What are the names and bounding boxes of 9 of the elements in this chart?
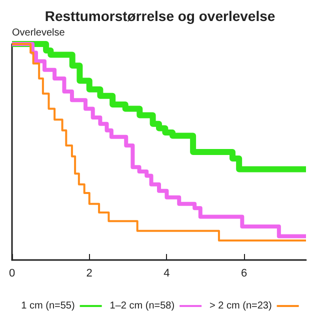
legend-label: 1 cm (n=55) — [21, 300, 75, 312]
legend-label: > 2 cm (n=23) — [210, 300, 272, 312]
x-tick-label: 0 — [8, 268, 16, 280]
chart-title: Resttumorstørrelse og overlevelse — [44, 8, 276, 24]
y-axis-title: Overlevelse — [12, 28, 66, 38]
x-tick-label: 2 — [86, 268, 92, 280]
legend-label: 1–2 cm (n=58) — [110, 300, 175, 312]
x-tick-label: 6 — [241, 268, 248, 280]
x-tick-label: 4 — [164, 268, 170, 280]
